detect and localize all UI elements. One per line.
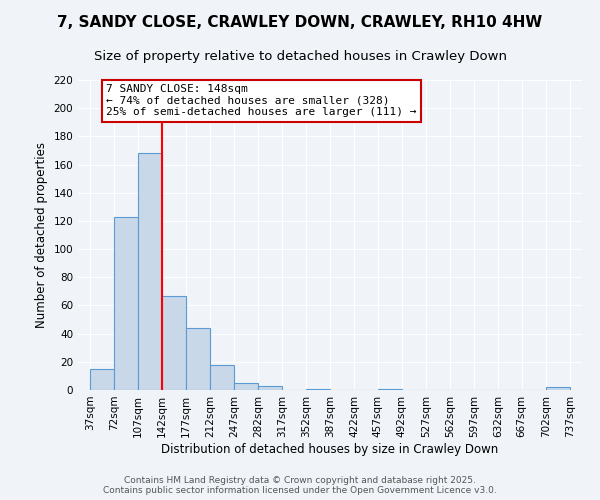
X-axis label: Distribution of detached houses by size in Crawley Down: Distribution of detached houses by size … xyxy=(161,442,499,456)
Bar xyxy=(258,386,282,390)
Text: 7 SANDY CLOSE: 148sqm
← 74% of detached houses are smaller (328)
25% of semi-det: 7 SANDY CLOSE: 148sqm ← 74% of detached … xyxy=(106,84,416,117)
Text: 7, SANDY CLOSE, CRAWLEY DOWN, CRAWLEY, RH10 4HW: 7, SANDY CLOSE, CRAWLEY DOWN, CRAWLEY, R… xyxy=(58,15,542,30)
Bar xyxy=(546,387,569,390)
Bar xyxy=(211,364,234,390)
Bar xyxy=(115,216,138,390)
Bar xyxy=(306,388,330,390)
Bar xyxy=(235,383,258,390)
Y-axis label: Number of detached properties: Number of detached properties xyxy=(35,142,48,328)
Bar xyxy=(163,296,186,390)
Bar xyxy=(187,328,210,390)
Text: Contains HM Land Registry data © Crown copyright and database right 2025.
Contai: Contains HM Land Registry data © Crown c… xyxy=(103,476,497,495)
Bar xyxy=(378,388,402,390)
Bar xyxy=(91,369,114,390)
Text: Size of property relative to detached houses in Crawley Down: Size of property relative to detached ho… xyxy=(94,50,506,63)
Bar xyxy=(139,154,162,390)
